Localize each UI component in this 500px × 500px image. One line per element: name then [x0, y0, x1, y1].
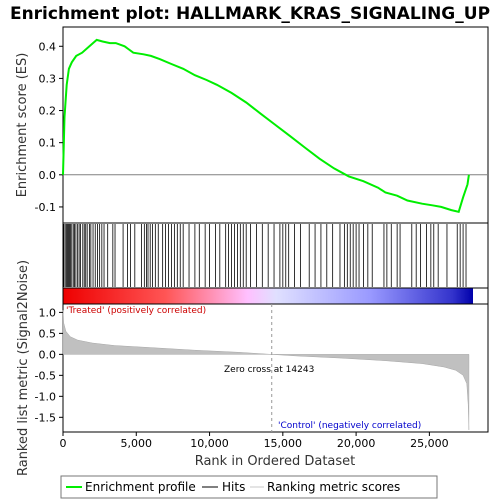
rank-colorbar	[62, 287, 489, 305]
metric-y-tick-label: -1.5	[35, 411, 56, 424]
ranking-metric-area	[62, 310, 470, 430]
metric-y-tick-label: 0.0	[39, 348, 57, 361]
es-y-tick-label: 0.3	[39, 72, 57, 85]
legend-frame	[60, 475, 438, 499]
zero-cross-annotation: Zero cross at 14243	[224, 365, 314, 375]
es-y-axis-label: Enrichment score (ES)	[15, 53, 30, 198]
x-tick-label: 5,000	[121, 437, 153, 450]
control-annotation: 'Control' (negatively correlated)	[278, 421, 421, 431]
metric-plot-frame	[62, 303, 489, 433]
metric-y-axis-label: Ranked list metric (Signal2Noise)	[16, 260, 31, 476]
legend-metric-label: Ranking metric scores	[267, 480, 400, 494]
es-y-tick-label: 0.0	[39, 169, 57, 182]
metric-y-tick-label: -0.5	[35, 369, 56, 382]
es-y-tick-label: -0.1	[35, 201, 56, 214]
metric-y-ticks: -1.5 -1.0 -0.5 0.0 0.5 1.0	[35, 306, 63, 424]
metric-y-tick-label: -1.0	[35, 390, 56, 403]
es-y-ticks: -0.1 0.0 0.1 0.2 0.3 0.4	[35, 40, 63, 214]
treated-annotation: 'Treated' (positively correlated)	[66, 306, 206, 316]
metric-panel: -1.5 -1.0 -0.5 0.0 0.5 1.0 0 5,000 10,000 15,000…	[16, 260, 489, 476]
hits-frame	[62, 222, 489, 289]
x-tick-label: 10,000	[190, 437, 229, 450]
chart-title: Enrichment plot: HALLMARK_KRAS_SIGNALING…	[10, 4, 490, 24]
es-panel: -0.1 0.0 0.1 0.2 0.3 0.4 Enrichment score (ES…	[15, 26, 489, 224]
metric-y-tick-label: 0.5	[39, 327, 57, 340]
es-y-tick-label: 0.1	[39, 137, 57, 150]
legend-enrichment-label: Enrichment profile	[85, 480, 196, 494]
x-tick-label: 0	[60, 437, 67, 450]
x-tick-label: 15,000	[264, 437, 303, 450]
x-axis-label: Rank in Ordered Dataset	[195, 454, 356, 469]
enrichment-profile-line	[62, 38, 470, 213]
hits-panel	[62, 222, 489, 289]
legend: Enrichment profile Hits Ranking metric s…	[60, 475, 438, 499]
colorbar-gradient	[63, 288, 473, 304]
hit-lines	[63, 224, 467, 287]
es-y-tick-label: 0.4	[39, 40, 57, 53]
es-y-tick-label: 0.2	[39, 105, 57, 118]
x-tick-label: 20,000	[337, 437, 376, 450]
metric-y-tick-label: 1.0	[39, 306, 57, 319]
x-tick-label: 25,000	[410, 437, 449, 450]
metric-x-ticks: 0 5,000 10,000 15,000 20,000 25,000	[60, 432, 449, 450]
legend-hits-label: Hits	[222, 480, 245, 494]
